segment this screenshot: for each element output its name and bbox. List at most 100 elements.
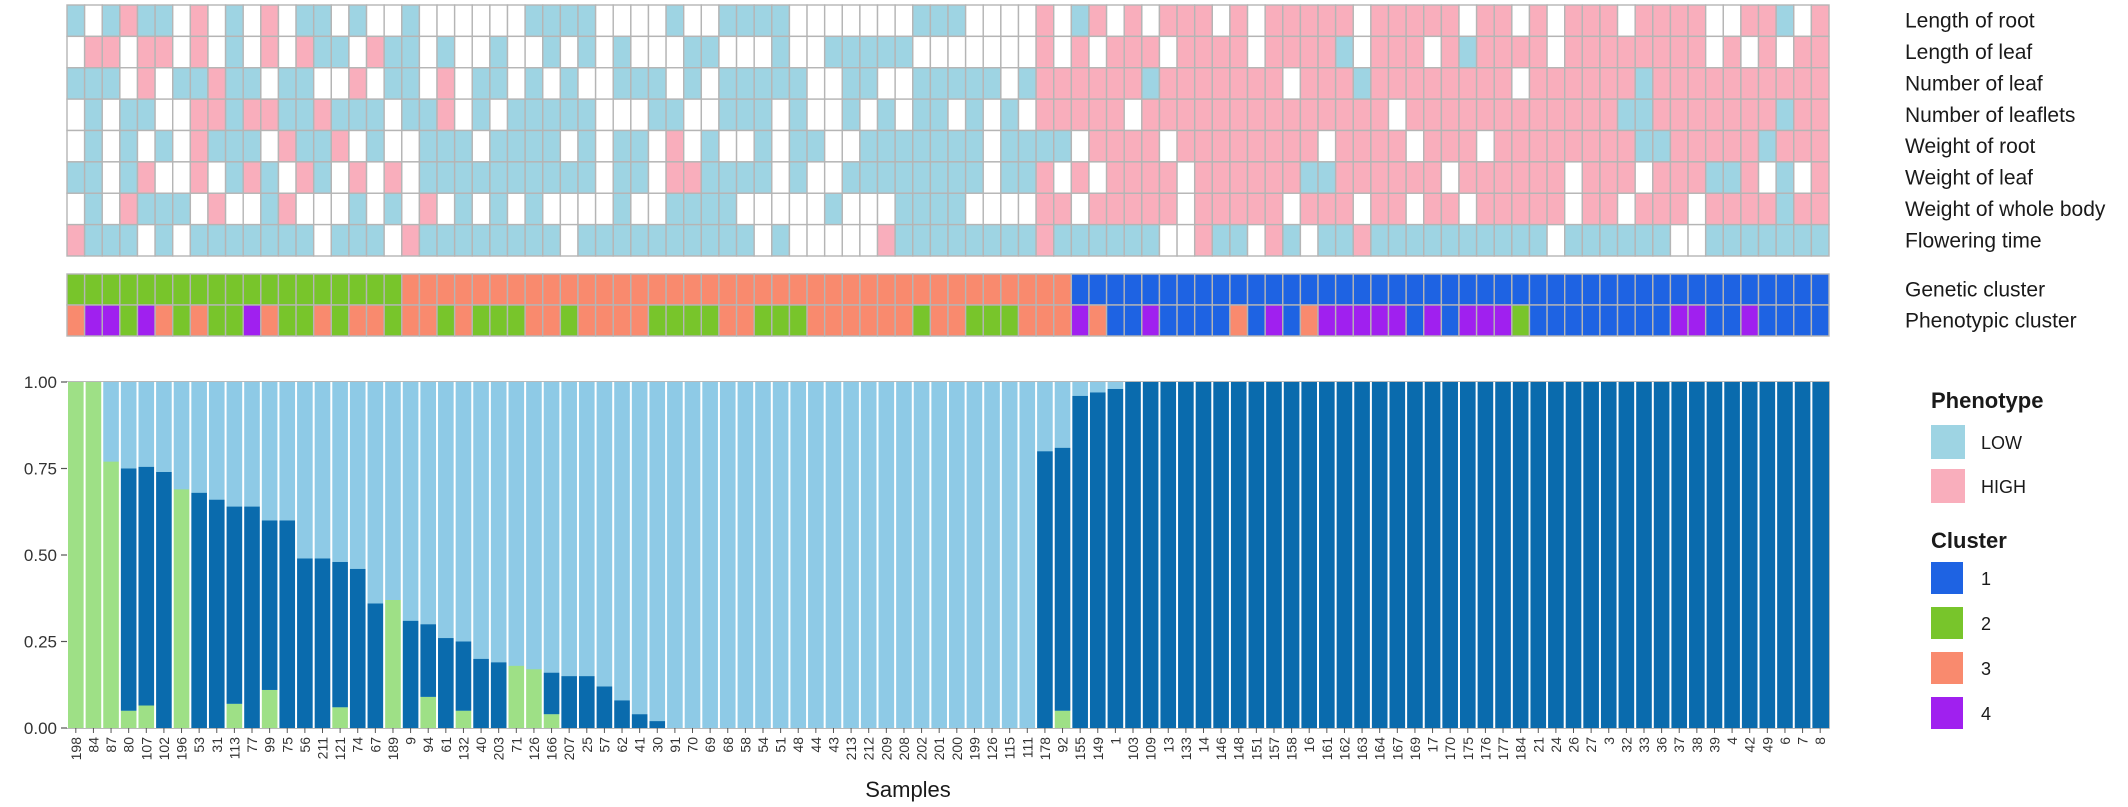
heatmap-cell — [1299, 129, 1319, 163]
heatmap-cell — [1299, 192, 1319, 226]
cluster-cell — [1176, 273, 1196, 306]
heatmap-cell — [788, 223, 808, 257]
heatmap-cell — [1757, 35, 1777, 69]
cluster-cell — [1017, 304, 1037, 337]
bar-segment-dark — [260, 520, 279, 690]
heatmap-cell — [1193, 161, 1214, 194]
bar-segment-dark — [454, 641, 473, 711]
heatmap-cell — [1352, 4, 1372, 38]
cluster-cell — [982, 304, 1002, 337]
heatmap-cell — [453, 192, 473, 226]
heatmap-cell — [453, 35, 473, 69]
heatmap-cell — [894, 67, 914, 100]
heatmap-cell — [612, 4, 632, 38]
heatmap-cell — [418, 192, 438, 226]
heatmap-cell — [929, 129, 949, 163]
heatmap-cell — [224, 192, 244, 226]
heatmap-cell — [524, 98, 544, 132]
heatmap-cell — [207, 98, 227, 132]
cluster-cell — [383, 304, 403, 337]
heatmap-cell — [471, 98, 491, 132]
heatmap-cell — [330, 161, 350, 194]
x-tick-label: 151 — [1248, 737, 1264, 761]
heatmap-cell — [242, 4, 262, 38]
cluster-cell — [207, 273, 227, 306]
heatmap-cell — [1775, 223, 1795, 257]
cluster-cell — [295, 273, 315, 306]
heatmap-cell — [1017, 67, 1037, 100]
x-tick-label: 13 — [1160, 737, 1176, 753]
bar-segment-dark — [1740, 382, 1759, 728]
heatmap-cell — [700, 223, 720, 257]
cluster-cell — [524, 273, 544, 306]
heatmap-cell — [436, 192, 456, 226]
heatmap-cell — [735, 192, 755, 226]
bar-segment-dark — [1106, 388, 1125, 728]
heatmap-cell — [1511, 129, 1531, 163]
heatmap-cell — [1246, 161, 1266, 194]
heatmap-cell — [312, 35, 332, 69]
bar-segment-dark — [472, 658, 490, 728]
cluster-cell — [788, 273, 808, 306]
cluster-cell — [348, 273, 368, 306]
heatmap-cell — [101, 161, 121, 194]
heatmap-cell — [1793, 161, 1813, 194]
bar-segment-dark — [1406, 382, 1424, 728]
heatmap-cell — [1158, 98, 1178, 132]
heatmap-cell — [735, 35, 755, 69]
x-tick-label: 37 — [1671, 737, 1687, 753]
heatmap-cell — [506, 223, 526, 257]
heatmap-cell — [683, 4, 703, 38]
bar-segment-low — [1106, 382, 1125, 389]
heatmap-cell — [1775, 35, 1795, 69]
heatmap-cell — [1475, 67, 1495, 100]
heatmap-cell — [665, 35, 685, 69]
heatmap-cell — [841, 67, 861, 100]
heatmap-cell — [312, 223, 332, 257]
heatmap-cell — [383, 35, 403, 69]
heatmap-cell — [242, 161, 262, 194]
x-tick-label: 80 — [121, 737, 137, 753]
bar-segment-light — [525, 669, 543, 728]
heatmap-cell — [665, 4, 685, 38]
cluster-cell — [542, 273, 562, 306]
heatmap-cell — [929, 67, 949, 100]
x-axis-title: Samples — [865, 777, 951, 802]
bar-segment-dark — [243, 506, 261, 728]
x-tick-label: 67 — [367, 737, 383, 753]
heatmap-cell — [330, 98, 350, 132]
cluster-cell — [1616, 304, 1636, 337]
heatmap-cell — [1652, 67, 1672, 100]
cluster-cell — [83, 304, 103, 337]
heatmap-cell — [277, 223, 297, 257]
cluster-cell — [1105, 304, 1125, 337]
heatmap-row-label: Length of leaf — [1905, 41, 2032, 64]
x-tick-label: 49 — [1759, 737, 1775, 753]
legend-cluster-label: 1 — [1981, 569, 1991, 589]
cluster-cell — [594, 273, 614, 306]
heatmap-cell — [1176, 223, 1196, 257]
cluster-cell — [1334, 304, 1354, 337]
heatmap-cell — [471, 67, 491, 100]
bar-segment-low — [595, 382, 614, 687]
heatmap-cell — [83, 98, 103, 132]
x-tick-label: 200 — [949, 737, 965, 761]
cluster-cell — [806, 273, 826, 306]
heatmap-cell — [1740, 192, 1760, 226]
bar-segment-dark — [1247, 382, 1266, 728]
heatmap-cell — [1123, 4, 1143, 38]
heatmap-cell — [612, 161, 632, 194]
heatmap-cell — [1405, 129, 1425, 163]
cluster-cell — [277, 273, 297, 306]
heatmap-cell — [489, 4, 509, 38]
heatmap-cell — [260, 67, 280, 100]
cluster-cell — [312, 273, 332, 306]
heatmap-cell — [1669, 98, 1689, 132]
heatmap-cell — [665, 223, 685, 257]
heatmap-cell — [964, 98, 984, 132]
heatmap-cell — [1704, 161, 1724, 194]
heatmap-cell — [172, 129, 192, 163]
heatmap-cell — [982, 67, 1002, 100]
heatmap-row-labels: Length of root Length of leaf Number of le… — [1905, 10, 2106, 253]
heatmap-cell — [947, 98, 967, 132]
